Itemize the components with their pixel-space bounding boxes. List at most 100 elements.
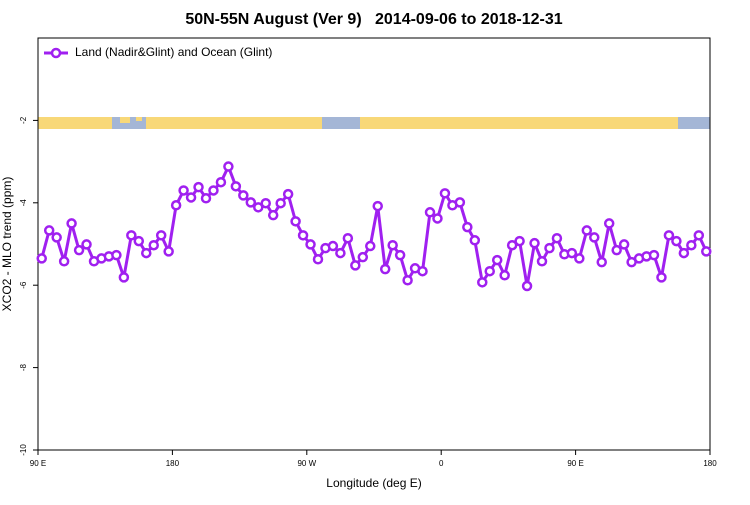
x-tick-label: 180 xyxy=(166,459,180,468)
data-point xyxy=(297,230,309,241)
x-tick-label: 0 xyxy=(439,459,444,468)
data-point xyxy=(499,270,510,281)
data-point xyxy=(36,253,47,264)
data-point xyxy=(544,242,555,254)
data-point xyxy=(432,213,443,224)
data-point xyxy=(260,197,271,209)
data-point xyxy=(454,197,466,208)
data-point xyxy=(551,232,563,244)
land-band xyxy=(120,117,130,123)
data-point xyxy=(477,277,488,288)
data-point xyxy=(275,197,286,209)
data-point xyxy=(394,249,406,261)
data-point xyxy=(439,188,451,199)
data-point xyxy=(491,254,503,266)
data-point xyxy=(267,209,279,221)
data-point xyxy=(215,176,227,188)
land-band xyxy=(38,117,112,129)
y-tick-label: -6 xyxy=(19,281,28,289)
data-point xyxy=(596,256,607,268)
data-point xyxy=(424,207,436,218)
data-point xyxy=(253,202,264,213)
y-tick-label: -4 xyxy=(19,199,28,207)
data-point xyxy=(208,185,219,196)
data-point xyxy=(312,253,324,265)
data-point xyxy=(581,225,593,236)
land-ocean-band xyxy=(38,117,710,129)
data-point xyxy=(663,230,675,241)
data-point xyxy=(506,239,518,251)
data-point xyxy=(611,244,622,256)
data-point xyxy=(372,200,383,212)
data-point xyxy=(693,230,705,241)
x-tick-label: 180 xyxy=(703,459,717,468)
data-point xyxy=(521,280,533,292)
data-point xyxy=(656,272,667,283)
y-tick-label: -10 xyxy=(19,444,28,456)
data-point xyxy=(111,249,122,261)
data-point xyxy=(66,218,77,229)
y-tick-label: -2 xyxy=(19,116,28,124)
data-point xyxy=(566,247,578,259)
data-point xyxy=(155,230,167,241)
x-axis-label: Longitude (deg E) xyxy=(326,476,421,490)
x-tick-label: 90 E xyxy=(567,459,583,468)
data-point xyxy=(223,161,234,172)
data-point xyxy=(245,197,257,208)
legend-marker xyxy=(50,47,62,59)
data-point xyxy=(290,216,301,227)
data-point xyxy=(170,200,182,211)
x-tick-label: 90 E xyxy=(30,459,46,468)
data-point xyxy=(678,247,690,259)
data-point xyxy=(200,193,212,204)
data-point xyxy=(118,272,130,283)
data-point xyxy=(178,185,189,196)
data-point xyxy=(282,188,294,200)
data-point xyxy=(81,239,92,250)
data-point xyxy=(417,265,428,277)
x-tick-label: 90 W xyxy=(297,459,316,468)
data-point xyxy=(305,239,316,250)
land-band xyxy=(360,117,678,129)
plot-frame xyxy=(37,37,711,451)
data-point xyxy=(230,181,242,192)
data-point xyxy=(73,244,85,256)
data-point xyxy=(357,251,369,263)
data-point xyxy=(141,247,152,259)
data-point xyxy=(462,221,473,233)
y-axis-label: XCO2 - MLO trend (ppm) xyxy=(0,177,14,312)
data-point xyxy=(193,181,204,193)
data-point xyxy=(185,192,197,203)
data-point xyxy=(126,230,137,241)
legend-label: Land (Nadir&Glint) and Ocean (Glint) xyxy=(75,45,272,59)
data-point xyxy=(574,253,585,264)
data-point xyxy=(379,263,391,275)
data-point xyxy=(701,246,712,257)
data-point xyxy=(327,240,339,252)
data-point xyxy=(618,239,630,250)
data-point xyxy=(686,239,697,251)
data-point xyxy=(514,235,525,247)
data-point xyxy=(387,239,398,251)
chart-title: 50N-55N August (Ver 9) 2014-09-06 to 201… xyxy=(185,11,562,28)
data-point xyxy=(163,246,174,257)
data-point xyxy=(529,237,540,249)
data-point xyxy=(536,256,548,267)
data-point xyxy=(350,260,361,271)
data-point xyxy=(603,218,615,229)
data-point xyxy=(238,190,249,201)
data-point xyxy=(671,235,682,247)
y-tick-label: -8 xyxy=(19,363,28,371)
data-point xyxy=(148,239,159,251)
data-point xyxy=(43,225,55,236)
data-point xyxy=(133,235,145,247)
data-point xyxy=(365,240,376,252)
data-point xyxy=(589,232,600,243)
data-point xyxy=(469,235,481,246)
data-point xyxy=(51,232,62,243)
data-point xyxy=(648,249,660,261)
data-point xyxy=(402,275,413,286)
data-point xyxy=(484,265,495,277)
